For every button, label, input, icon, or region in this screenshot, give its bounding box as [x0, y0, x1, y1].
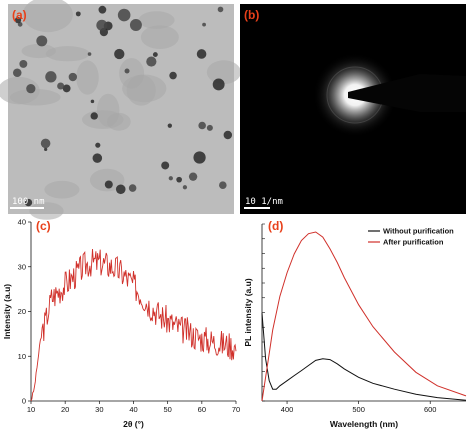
tem-nanoparticle — [223, 130, 233, 140]
tem-nanoparticle — [44, 147, 48, 152]
tem-background-blob — [76, 60, 99, 95]
tem-nanoparticle — [40, 138, 51, 149]
d-series-line-without-purification — [261, 313, 467, 401]
tem-nanoparticle — [45, 71, 57, 83]
tem-nanoparticle — [188, 172, 198, 181]
tem-background-blob — [140, 25, 179, 50]
tem-nanoparticle — [161, 161, 170, 170]
saed-beam-stopper — [348, 74, 466, 112]
tem-nanoparticle — [124, 68, 130, 74]
tem-nanoparticle — [19, 59, 28, 68]
tem-nanoparticle — [114, 48, 125, 60]
d-legend-entry: After purification — [383, 238, 444, 247]
c-x-tick-label: 40 — [129, 405, 137, 414]
tem-nanoparticle — [95, 142, 101, 148]
tem-nanoparticle — [217, 6, 224, 13]
tem-background-blob — [0, 76, 40, 105]
tem-background-blob — [22, 0, 73, 33]
tem-nanoparticle — [104, 180, 113, 189]
tem-nanoparticle — [168, 176, 173, 181]
tem-nanoparticle — [75, 11, 81, 17]
tem-background-blob — [81, 110, 124, 129]
tem-nanoparticle — [92, 153, 103, 163]
tem-background-blob — [138, 11, 175, 29]
panel-a-tem-image: 100 nm (a) — [0, 0, 241, 220]
panel-a-label: (a) — [12, 8, 27, 22]
tem-nanoparticle — [14, 16, 22, 24]
tem-nanoparticle — [24, 198, 33, 207]
tem-scale-bar — [10, 207, 44, 209]
tem-nanoparticle — [167, 123, 172, 128]
tem-background-blob — [45, 46, 90, 62]
panel-b-label: (b) — [244, 8, 259, 22]
tem-nanoparticle — [26, 84, 36, 94]
tem-nanoparticle — [87, 52, 92, 56]
c-x-tick-label: 70 — [232, 405, 240, 414]
tem-scale-label: 100 nm — [12, 197, 45, 207]
c-y-tick-label: 10 — [18, 352, 26, 361]
c-x-axis-label: 2θ (°) — [123, 419, 144, 429]
tem-nanoparticle — [12, 68, 22, 78]
tem-nanoparticle — [98, 5, 107, 14]
tem-background-blob — [44, 180, 80, 199]
c-x-tick-label: 20 — [61, 405, 69, 414]
tem-background-blob — [122, 74, 167, 103]
c-series-line — [30, 248, 237, 402]
d-x-axis-label: Wavelength (nm) — [330, 419, 398, 429]
tem-nanoparticle — [206, 124, 213, 131]
tem-nanoparticle — [57, 82, 65, 90]
saed-scale-bar — [244, 207, 270, 209]
tem-nanoparticle — [90, 112, 98, 120]
tem-nanoparticle — [152, 52, 158, 57]
tem-background-blob — [29, 202, 64, 220]
tem-nanoparticle — [96, 19, 108, 31]
tem-nanoparticle — [128, 184, 137, 192]
panel-d-pl-chart: (d) 400 500 600 Wavelength (nm) PL intensity… — [243, 219, 467, 429]
panel-d-label: (d) — [268, 219, 283, 233]
tem-nanoparticle — [90, 99, 95, 104]
d-x-tick-label: 400 — [281, 405, 294, 414]
c-y-tick-label: 30 — [18, 262, 26, 271]
d-series-line-after-purification — [261, 231, 467, 402]
c-y-axis-label: Intensity (a.u) — [2, 284, 12, 339]
tem-nanoparticle — [68, 72, 78, 82]
tem-nanoparticle — [198, 121, 206, 130]
tem-nanoparticle — [169, 71, 177, 80]
saed-scale-label: 10 1/nm — [245, 197, 283, 207]
tem-nanoparticle — [146, 56, 157, 67]
tem-nanoparticle — [129, 19, 142, 31]
tem-nanoparticle — [196, 49, 207, 59]
d-y-axis-label: PL intensity (a.u) — [243, 278, 253, 346]
c-y-tick-label: 20 — [18, 307, 26, 316]
d-x-tick-label: 500 — [352, 405, 365, 414]
panel-c-label: (c) — [36, 219, 51, 233]
tem-background-blob — [89, 168, 125, 192]
tem-nanoparticle — [212, 78, 225, 91]
panel-b-saed-image: 10 1/nm (b) — [240, 4, 466, 214]
tem-nanoparticle — [115, 184, 126, 195]
tem-nanoparticle — [62, 84, 71, 93]
tem-particles — [0, 0, 241, 220]
d-legend-entry: Without purification — [383, 227, 454, 236]
tem-nanoparticle — [182, 185, 188, 190]
c-x-tick-label: 10 — [27, 405, 35, 414]
c-x-tick-label: 30 — [95, 405, 103, 414]
tem-nanoparticle — [36, 35, 48, 47]
c-y-tick-label: 40 — [18, 218, 26, 227]
tem-nanoparticle — [117, 8, 131, 22]
tem-background-blob — [206, 60, 241, 85]
tem-nanoparticle — [176, 176, 182, 183]
c-x-tick-label: 60 — [198, 405, 206, 414]
tem-nanoparticle — [219, 181, 227, 189]
d-x-tick-label: 600 — [424, 405, 437, 414]
c-x-tick-label: 50 — [163, 405, 171, 414]
c-y-tick-label: 0 — [22, 397, 26, 406]
tem-nanoparticle — [193, 151, 206, 164]
tem-nanoparticle — [202, 22, 206, 27]
tem-nanoparticle — [17, 22, 23, 27]
